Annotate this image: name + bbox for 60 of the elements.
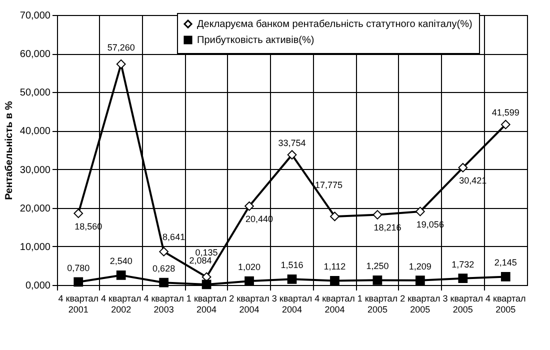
point: [416, 206, 425, 216]
y-tick-label: 30,000: [20, 164, 51, 176]
y-tick-label: 60,000: [20, 49, 51, 60]
data-label: 57,260: [107, 42, 135, 53]
point: [116, 270, 126, 280]
point: [330, 212, 340, 222]
y-axis-title: Рентабельність в %: [4, 101, 15, 200]
point: [244, 201, 254, 211]
x-tick-label: 3 квартал 2005: [442, 294, 484, 314]
y-tick-label: 40,000: [20, 126, 51, 138]
data-label: 33,754: [278, 138, 306, 148]
x-tick-label: 4 квартал 2003: [144, 294, 184, 314]
data-label: 1,732: [452, 259, 474, 270]
data-label: 17,775: [314, 180, 342, 190]
data-label: 1,020: [238, 262, 261, 272]
legend-label: Прибутковість активів(%): [197, 35, 314, 46]
data-label: 0,628: [152, 264, 176, 274]
data-label: 2,540: [110, 256, 132, 266]
point: [500, 272, 510, 282]
data-label: 0,780: [67, 262, 90, 273]
x-tick-label: 4 квартал 2004: [314, 294, 355, 314]
point: [500, 120, 510, 130]
y-tick-label: 10,000: [20, 242, 51, 253]
point: [159, 278, 168, 288]
data-label: 41,599: [492, 108, 520, 118]
x-tick-label: 2 квартал 2005: [400, 294, 440, 314]
legend-label: Декларуєма банком рентабельність статутного капіталу(%): [197, 19, 472, 30]
y-tick-label: 20,000: [20, 203, 51, 214]
point: [159, 246, 168, 256]
point: [287, 274, 297, 284]
data-label: 1,112: [324, 262, 346, 272]
point: [116, 59, 126, 69]
point: [372, 275, 382, 285]
data-label: 1,209: [408, 261, 432, 272]
x-tick-label: 2 квартал 2004: [229, 294, 270, 314]
data-label: 1,250: [366, 261, 389, 272]
point: [287, 150, 297, 160]
y-tick-label: 0,000: [25, 280, 51, 292]
point: [458, 274, 468, 284]
point: [74, 277, 84, 287]
point: [458, 162, 468, 172]
point: [330, 276, 340, 286]
data-label: 2,145: [494, 258, 517, 268]
point: [416, 276, 425, 286]
point: [74, 208, 84, 218]
x-tick-label: 4 квартал 2001: [58, 294, 98, 314]
y-tick-label: 70,000: [20, 10, 51, 22]
x-tick-label: 1 квартал 2004: [186, 294, 227, 314]
data-label: 0,135: [195, 247, 218, 258]
point: [372, 210, 382, 220]
x-tick-label: 4 квартал 2005: [486, 294, 526, 314]
point: [244, 276, 254, 286]
data-label: 1,516: [280, 260, 304, 270]
x-tick-label: 1 квартал 2005: [357, 294, 398, 314]
data-label: 8,641: [162, 232, 186, 242]
point: [202, 280, 212, 290]
data-label: 2,084: [189, 256, 212, 266]
y-tick-label: 50,000: [20, 88, 51, 99]
x-tick-label: 4 квартал 2002: [100, 294, 142, 314]
x-tick-label: 3 квартал 2004: [272, 294, 312, 314]
